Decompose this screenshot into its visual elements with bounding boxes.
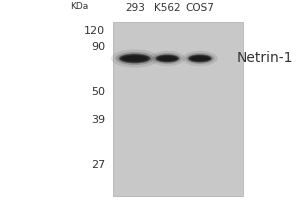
Ellipse shape [118, 53, 151, 63]
Text: 27: 27 [91, 160, 105, 170]
Ellipse shape [182, 51, 218, 66]
Ellipse shape [190, 56, 209, 61]
Ellipse shape [155, 54, 179, 63]
Ellipse shape [185, 53, 214, 64]
Ellipse shape [153, 53, 182, 64]
Ellipse shape [158, 56, 177, 61]
Ellipse shape [120, 54, 150, 63]
Ellipse shape [111, 49, 158, 68]
Text: COS7: COS7 [185, 3, 214, 13]
Text: KDa: KDa [70, 2, 89, 11]
Text: K562: K562 [154, 3, 181, 13]
Text: 50: 50 [91, 87, 105, 97]
Ellipse shape [122, 56, 147, 61]
Ellipse shape [150, 51, 185, 66]
Bar [112, 22, 243, 196]
Text: 293: 293 [125, 3, 145, 13]
Text: Netrin-1: Netrin-1 [237, 51, 293, 65]
Ellipse shape [189, 55, 211, 62]
Text: 120: 120 [84, 26, 105, 36]
Text: 90: 90 [91, 42, 105, 52]
Ellipse shape [188, 54, 212, 63]
Ellipse shape [116, 52, 154, 65]
Text: 39: 39 [91, 115, 105, 125]
Ellipse shape [156, 55, 178, 62]
